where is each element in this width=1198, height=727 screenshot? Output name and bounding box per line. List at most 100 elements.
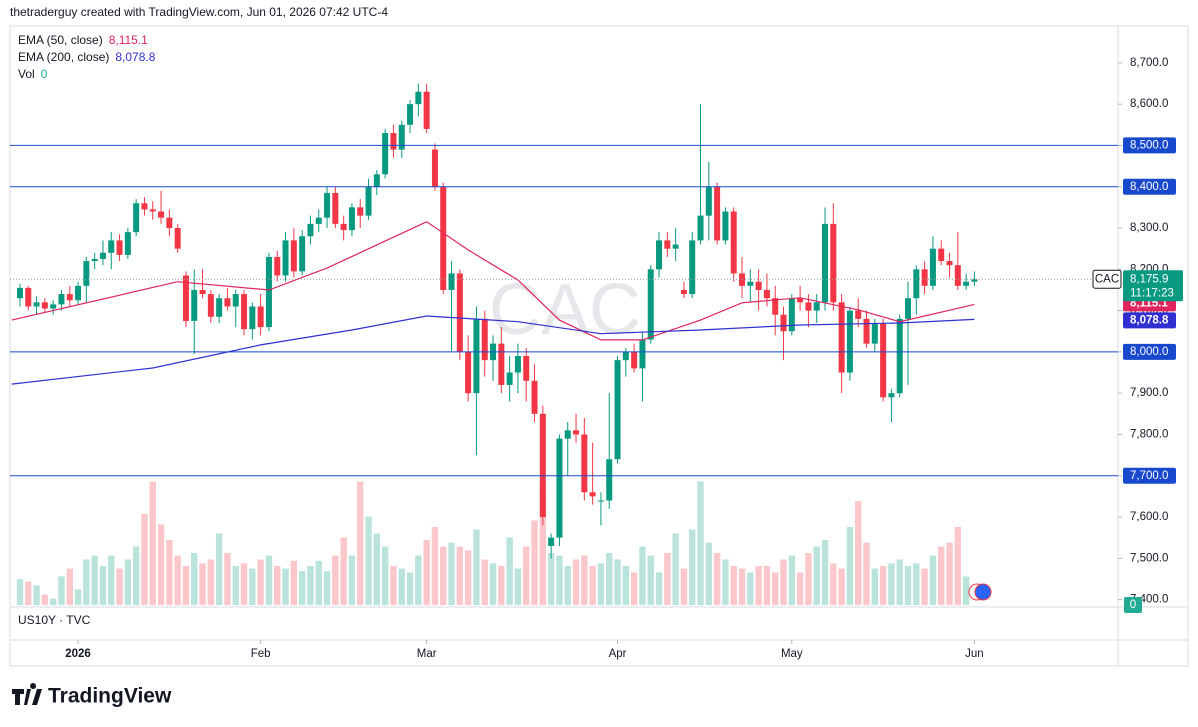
volume-bar — [523, 546, 530, 605]
volume-bar — [680, 568, 688, 605]
candle-body — [116, 240, 123, 255]
candle-body — [58, 294, 65, 305]
candle-body — [324, 192, 331, 218]
candle-body — [423, 91, 430, 129]
volume-bar — [539, 490, 547, 605]
vol-tick-box — [1124, 597, 1142, 613]
candle-body — [606, 459, 613, 501]
legend-value: 8,115.1 — [109, 33, 148, 47]
candle-body — [531, 380, 538, 414]
volume-bar — [747, 572, 754, 605]
volume-bar — [290, 560, 298, 605]
volume-bar — [489, 563, 497, 605]
candle-body — [689, 240, 696, 295]
candle-body — [581, 434, 588, 493]
candle-body — [357, 207, 364, 216]
candle-body — [241, 294, 248, 330]
hline-label: 8,400.0 — [1130, 181, 1168, 193]
volume-bar — [406, 572, 414, 605]
candle-body — [407, 104, 414, 125]
logo-icon — [12, 683, 42, 705]
volume-bar — [581, 555, 588, 605]
volume-bar — [74, 589, 82, 605]
volume-bar — [755, 566, 762, 605]
volume-bar — [572, 559, 580, 605]
volume-bar — [332, 555, 339, 605]
volume-bar — [381, 546, 389, 605]
volume-bar — [66, 568, 73, 605]
volume-bar — [655, 572, 663, 605]
candle-body — [921, 269, 928, 286]
volume-bar — [224, 553, 231, 605]
candle-body — [954, 265, 961, 286]
volume-bar — [232, 566, 239, 605]
ema-line — [11, 221, 975, 341]
candle-body — [913, 269, 920, 299]
legend-value: 0 — [41, 67, 48, 81]
volume-bar — [929, 555, 937, 605]
candle-body — [448, 273, 455, 290]
candle-body — [75, 285, 82, 301]
candle-body — [182, 275, 189, 321]
volume-bar — [108, 555, 115, 605]
hline-box — [1123, 178, 1176, 195]
vol-tick-label: 0 — [1130, 599, 1136, 611]
volume-bar — [157, 524, 165, 605]
volume-bar — [630, 572, 638, 605]
candle-body — [705, 186, 712, 216]
candle-body — [730, 211, 737, 274]
candle-body — [622, 351, 629, 361]
candle-body — [232, 294, 239, 307]
volume-bar — [141, 514, 148, 605]
candle-body — [249, 306, 256, 330]
volume-bar — [564, 566, 571, 605]
candle-body — [788, 298, 795, 332]
candle-body — [332, 192, 339, 224]
volume-bar — [589, 566, 596, 605]
volume-bar — [871, 568, 879, 605]
volume-bar — [49, 598, 57, 605]
plot — [11, 83, 978, 605]
candle-body — [207, 294, 214, 317]
candle-body — [589, 492, 596, 497]
candle-body — [257, 306, 264, 328]
candle-body — [216, 298, 223, 317]
candle-body — [772, 298, 779, 315]
icon[interactable] — [974, 583, 992, 601]
volume-bar — [556, 555, 563, 605]
hline-label: 8,000.0 — [1130, 346, 1168, 358]
volume-bar — [830, 563, 837, 605]
countdown: 11:17:23 — [1130, 287, 1174, 299]
candle-body — [763, 289, 770, 299]
volume-bar — [904, 566, 912, 605]
candle-body — [465, 351, 472, 394]
volume-bar — [597, 563, 605, 605]
volume-bar — [780, 559, 787, 605]
y-tick-label: 8,700.0 — [1130, 57, 1168, 69]
volume-bar — [722, 559, 729, 605]
candle-body — [863, 318, 870, 344]
candle-body — [846, 310, 853, 373]
volume-bar — [182, 566, 190, 605]
hline-box — [1123, 467, 1176, 484]
candle-body — [141, 203, 148, 210]
volume-bar — [191, 553, 198, 605]
volume-bar — [647, 555, 654, 605]
candle-body — [838, 302, 845, 373]
x-tick-label: Apr — [609, 648, 627, 660]
volume-bar — [531, 520, 538, 605]
candle-body — [473, 318, 480, 394]
volume-bar — [821, 540, 829, 605]
volume-bar — [174, 555, 181, 605]
header: thetraderguy created with TradingView.co… — [10, 5, 388, 19]
candle-body — [971, 279, 978, 282]
candle-body — [290, 240, 297, 272]
candle-body — [390, 133, 397, 150]
symbol-box — [1092, 269, 1122, 289]
candle-body — [514, 356, 521, 373]
volume-bar — [473, 529, 480, 605]
volume-bar — [879, 566, 887, 605]
volume-bar — [116, 568, 123, 605]
volume-bar — [896, 559, 903, 605]
candle-body — [456, 273, 463, 352]
